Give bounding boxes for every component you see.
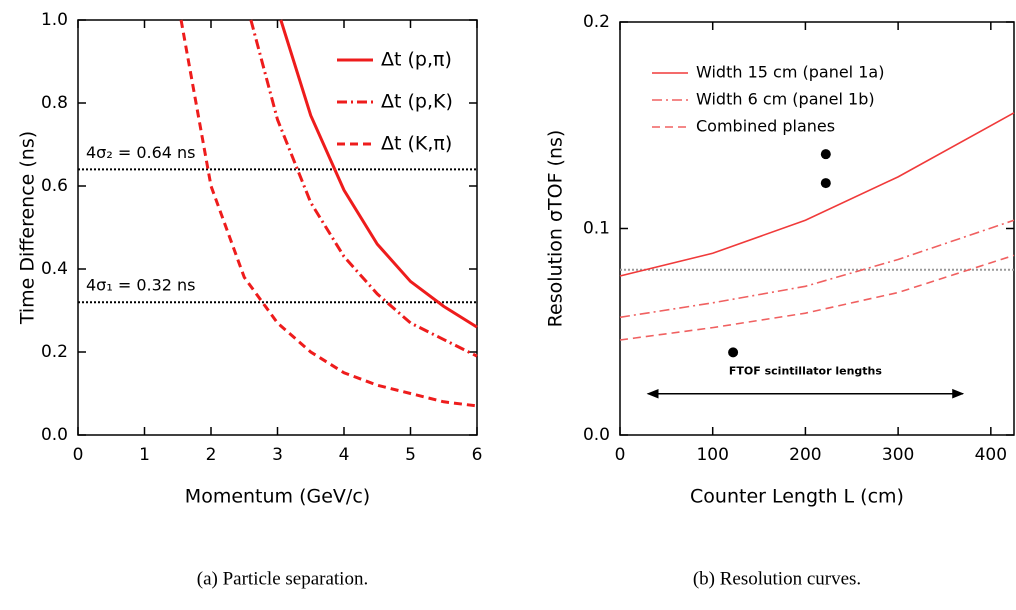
y-axis-label: Resolution σTOF (ns) bbox=[545, 130, 567, 328]
series-line bbox=[179, 19, 478, 408]
series-line bbox=[619, 219, 1015, 319]
x-axis-label: Momentum (GeV/c) bbox=[185, 486, 370, 508]
plot-frame bbox=[77, 19, 478, 436]
y-tick-label: 0.2 bbox=[583, 12, 610, 32]
x-tick-label: 100 bbox=[696, 445, 728, 465]
reference-label: 4σ₁ = 0.32 ns bbox=[86, 276, 196, 295]
x-tick-label: 3 bbox=[272, 445, 283, 465]
y-axis-label: Time Difference (ns) bbox=[17, 131, 39, 325]
series-line bbox=[249, 19, 478, 358]
y-tick-label: 0.4 bbox=[41, 259, 68, 279]
legend-label: Δt (p,K) bbox=[381, 91, 453, 113]
series-line bbox=[619, 254, 1015, 341]
x-tick-label: 300 bbox=[882, 445, 914, 465]
point bbox=[728, 347, 739, 358]
x-tick-label: 0 bbox=[73, 445, 84, 465]
x-tick-label: 1 bbox=[139, 445, 150, 465]
x-tick-label: 0 bbox=[615, 445, 626, 465]
x-tick-label: 4 bbox=[339, 445, 350, 465]
y-tick-label: 0.2 bbox=[41, 342, 68, 362]
y-tick-label: 0.6 bbox=[41, 176, 68, 196]
x-tick-label: 200 bbox=[789, 445, 821, 465]
reference-label: 4σ₂ = 0.64 ns bbox=[86, 143, 196, 162]
y-tick-label: 0.1 bbox=[583, 219, 610, 239]
point bbox=[820, 149, 831, 160]
series-line bbox=[619, 112, 1015, 277]
legend-label: Δt (p,π) bbox=[381, 49, 452, 71]
y-tick-label: 0.8 bbox=[41, 93, 68, 113]
legend-label: Combined planes bbox=[696, 117, 835, 136]
x-tick-label: 2 bbox=[206, 445, 217, 465]
caption: (a) Particle separation. bbox=[197, 568, 368, 589]
x-tick-label: 5 bbox=[405, 445, 416, 465]
series-line bbox=[279, 19, 478, 329]
legend-label: Δt (K,π) bbox=[381, 133, 452, 155]
y-tick-label: 0.0 bbox=[41, 425, 68, 445]
y-tick-label: 1.0 bbox=[41, 10, 68, 30]
legend-label: Width 6 cm (panel 1b) bbox=[696, 90, 875, 109]
y-tick-label: 0.0 bbox=[583, 425, 610, 445]
x-tick-label: 400 bbox=[975, 445, 1007, 465]
x-axis-label: Counter Length L (cm) bbox=[690, 486, 904, 508]
caption: (b) Resolution curves. bbox=[693, 568, 861, 589]
range-label: FTOF scintillator lengths bbox=[729, 365, 882, 378]
x-tick-label: 6 bbox=[472, 445, 483, 465]
point bbox=[820, 178, 831, 189]
legend-label: Width 15 cm (panel 1a) bbox=[696, 63, 884, 82]
